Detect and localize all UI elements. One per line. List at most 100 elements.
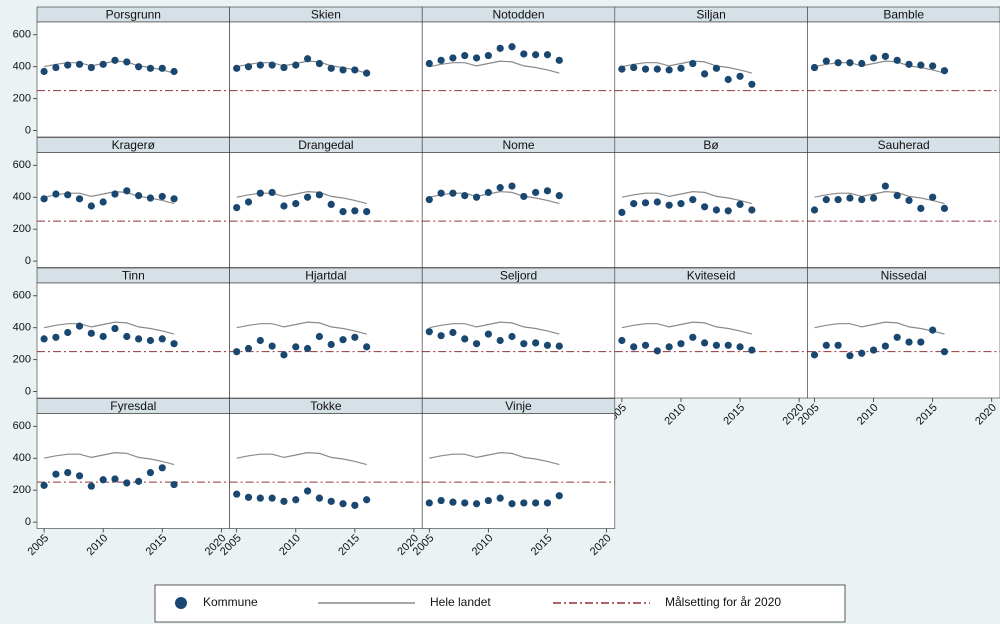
kommune-dot bbox=[256, 189, 264, 197]
panel-title: Bø bbox=[703, 138, 719, 152]
panel-title: Vinje bbox=[505, 399, 532, 413]
kommune-dot bbox=[665, 66, 673, 74]
kommune-dot bbox=[158, 335, 166, 343]
kommune-dot bbox=[363, 69, 371, 77]
kommune-dot bbox=[543, 499, 552, 507]
kommune-dot bbox=[111, 190, 119, 198]
national-line bbox=[429, 321, 560, 335]
plot-area bbox=[229, 152, 423, 268]
plot-area bbox=[36, 21, 230, 138]
kommune-dot bbox=[929, 326, 937, 334]
kommune-dot bbox=[268, 61, 276, 69]
panel-title: Notodden bbox=[492, 8, 544, 22]
kommune-dot bbox=[268, 494, 276, 502]
kommune-dot bbox=[363, 207, 371, 216]
kommune-dot bbox=[555, 342, 563, 350]
national-line bbox=[621, 321, 753, 335]
panel-title: Fyresdal bbox=[110, 399, 156, 413]
y-tick-label: 400 bbox=[13, 322, 31, 334]
y-tick-label: 600 bbox=[13, 159, 31, 171]
kommune-dot bbox=[630, 200, 638, 208]
kommune-dot bbox=[905, 338, 913, 346]
kommune-dot bbox=[810, 351, 819, 359]
kommune-dot bbox=[64, 328, 72, 337]
kommune-dot bbox=[532, 339, 540, 347]
kommune-dot bbox=[170, 480, 178, 489]
kommune-dot bbox=[256, 494, 264, 502]
panel-title: Skien bbox=[311, 8, 341, 22]
y-tick-label: 600 bbox=[13, 290, 31, 302]
plot-area bbox=[614, 21, 808, 138]
kommune-dot bbox=[244, 63, 253, 71]
kommune-dot bbox=[52, 190, 60, 198]
y-tick-label: 200 bbox=[13, 93, 31, 105]
kommune-dot bbox=[99, 60, 107, 68]
kommune-dot bbox=[508, 332, 516, 341]
kommune-dot bbox=[75, 322, 84, 330]
panel-title: Kviteseid bbox=[687, 269, 736, 283]
kommune-dot bbox=[123, 332, 131, 341]
kommune-dot bbox=[351, 501, 359, 509]
kommune-dot bbox=[437, 496, 445, 505]
kommune-dot bbox=[653, 347, 661, 355]
kommune-dot bbox=[111, 475, 119, 483]
kommune-dot bbox=[881, 342, 889, 350]
kommune-dot bbox=[834, 196, 842, 204]
panel-title: Siljan bbox=[696, 8, 725, 22]
kommune-dot bbox=[135, 192, 143, 200]
kommune-dot bbox=[280, 63, 288, 72]
kommune-dot bbox=[555, 492, 563, 500]
kommune-dot bbox=[351, 333, 359, 341]
national-line bbox=[236, 451, 367, 466]
kommune-dot bbox=[158, 464, 166, 472]
plot-area bbox=[614, 282, 808, 399]
kommune-dot bbox=[425, 196, 433, 204]
plot-area bbox=[807, 282, 1000, 399]
kommune-dot bbox=[425, 59, 433, 68]
kommune-dot bbox=[327, 64, 335, 72]
national-line bbox=[429, 60, 560, 74]
kommune-dot bbox=[736, 200, 744, 209]
y-tick-label: 0 bbox=[25, 386, 31, 398]
kommune-dot bbox=[303, 55, 312, 63]
y-tick-label: 400 bbox=[13, 191, 31, 203]
kommune-dot bbox=[64, 468, 72, 477]
panel-title: Nome bbox=[502, 138, 534, 152]
kommune-dot bbox=[858, 349, 866, 357]
kommune-dot bbox=[748, 80, 756, 88]
kommune-dot bbox=[111, 324, 119, 333]
kommune-dot bbox=[327, 340, 335, 349]
kommune-dot bbox=[292, 343, 300, 351]
kommune-dot bbox=[630, 63, 638, 72]
kommune-dot bbox=[472, 54, 481, 62]
kommune-dot bbox=[146, 64, 155, 72]
kommune-dot bbox=[822, 57, 830, 65]
panel: Drangedal bbox=[229, 137, 423, 268]
kommune-dot bbox=[869, 194, 878, 202]
kommune-dot bbox=[303, 487, 312, 495]
plot-area bbox=[36, 152, 230, 268]
kommune-dot bbox=[170, 67, 178, 76]
kommune-dot bbox=[351, 66, 359, 74]
kommune-dot bbox=[40, 481, 48, 489]
kommune-dot bbox=[484, 51, 492, 60]
panel: Bø bbox=[614, 137, 808, 268]
kommune-dot bbox=[641, 341, 650, 349]
national-line bbox=[43, 321, 175, 335]
kommune-dot bbox=[99, 198, 107, 206]
kommune-dot bbox=[146, 336, 155, 345]
kommune-dot bbox=[618, 65, 626, 73]
kommune-dot bbox=[508, 182, 516, 190]
kommune-dot bbox=[822, 196, 830, 204]
panel: Skien bbox=[229, 6, 423, 138]
national-line bbox=[814, 190, 945, 205]
kommune-dot bbox=[461, 335, 469, 343]
kommune-dot bbox=[123, 479, 131, 487]
plot-area bbox=[421, 152, 616, 268]
y-tick-label: 200 bbox=[13, 354, 31, 366]
kommune-dot bbox=[641, 65, 650, 73]
kommune-dot bbox=[618, 336, 626, 345]
kommune-dot bbox=[520, 50, 528, 58]
kommune-dot bbox=[363, 496, 371, 504]
